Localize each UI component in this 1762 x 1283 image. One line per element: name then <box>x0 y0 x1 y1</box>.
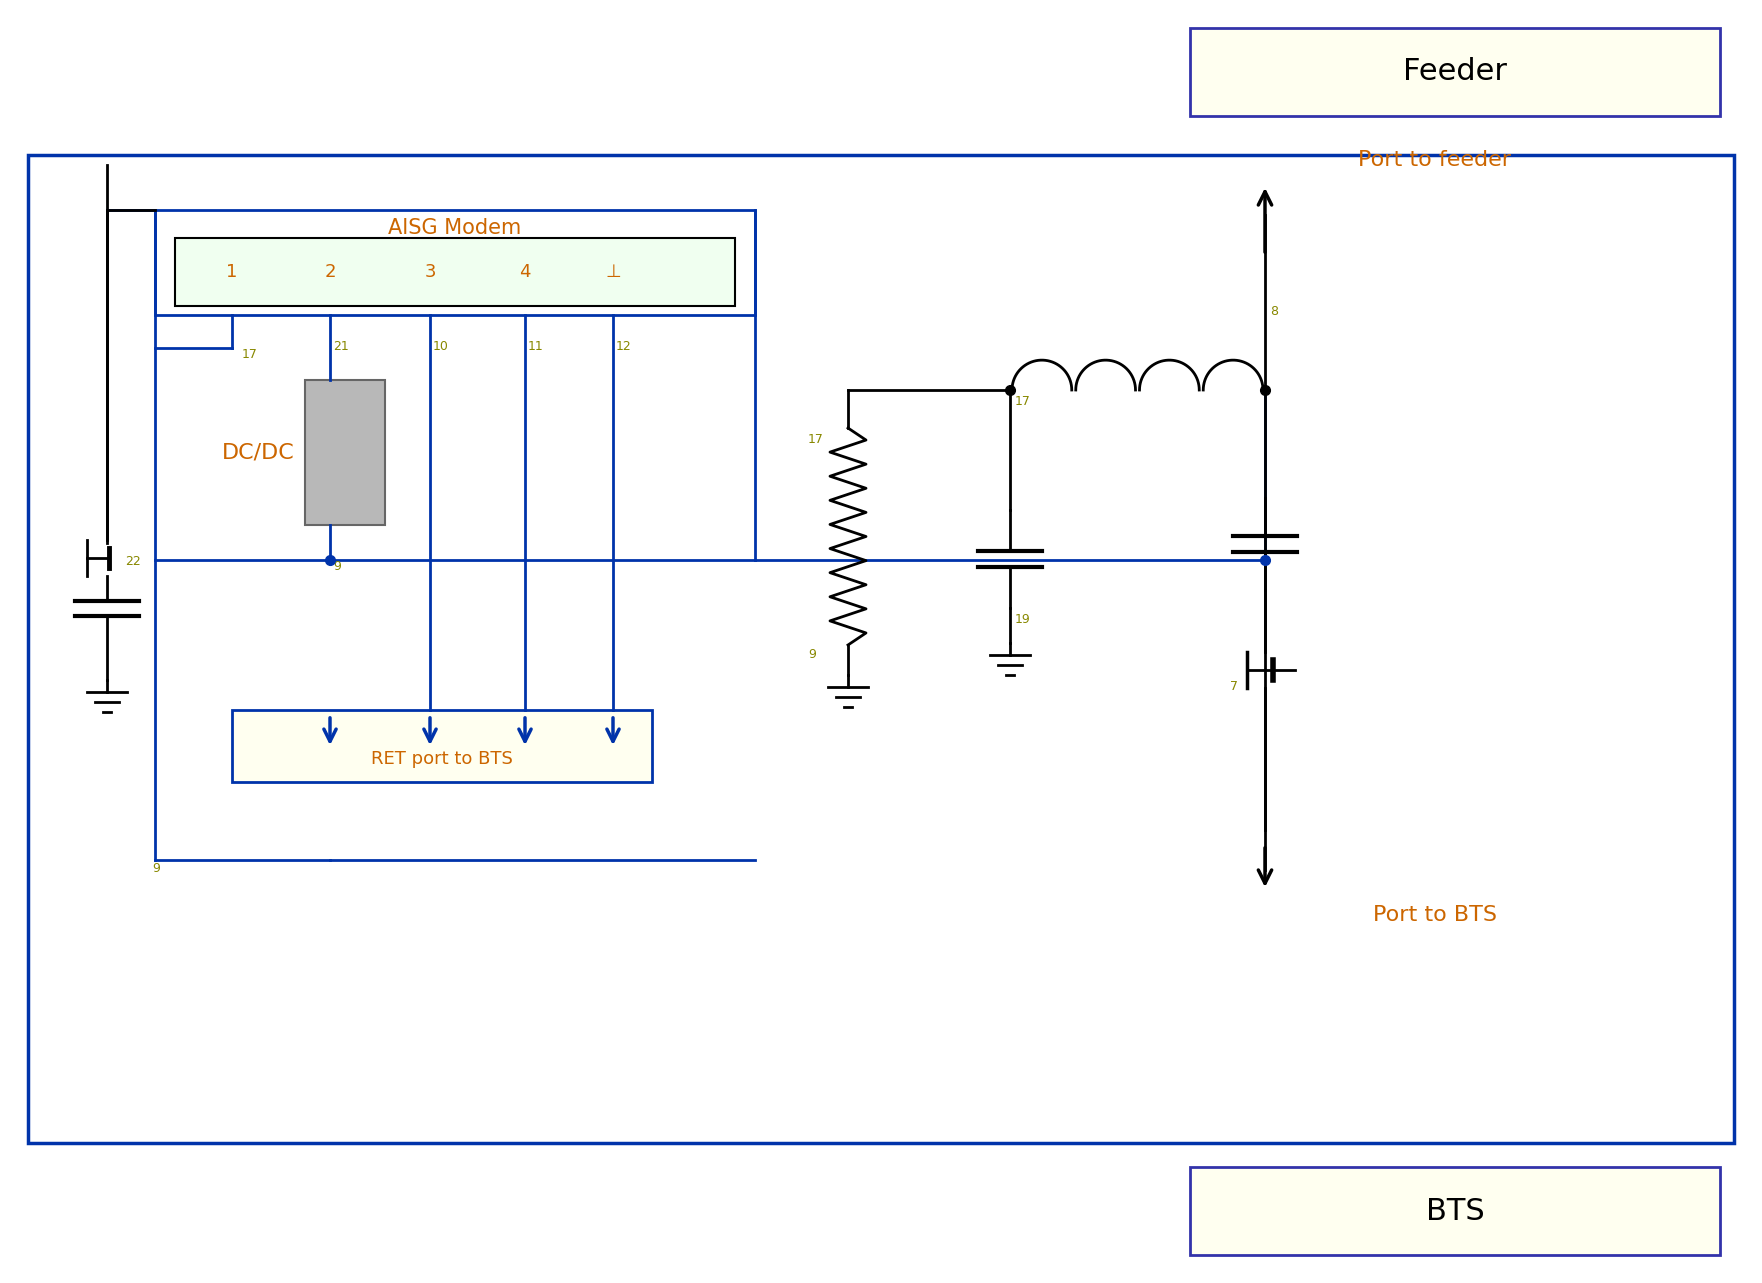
Text: 9: 9 <box>152 862 160 875</box>
Text: 12: 12 <box>617 340 633 353</box>
Bar <box>155 210 754 316</box>
Text: 1: 1 <box>226 263 238 281</box>
Text: 9: 9 <box>809 648 816 661</box>
Bar <box>174 239 735 307</box>
Bar <box>233 709 652 783</box>
Text: DC/DC: DC/DC <box>222 443 294 462</box>
Text: 2: 2 <box>324 263 337 281</box>
Text: 22: 22 <box>125 556 141 568</box>
Text: 17: 17 <box>241 348 257 361</box>
Text: 21: 21 <box>333 340 349 353</box>
Text: ⊥: ⊥ <box>604 263 620 281</box>
Text: 3: 3 <box>425 263 435 281</box>
Text: BTS: BTS <box>1425 1197 1484 1225</box>
Text: Port to BTS: Port to BTS <box>1373 905 1498 925</box>
Text: 11: 11 <box>529 340 544 353</box>
Bar <box>28 155 1734 1143</box>
Text: AISG Modem: AISG Modem <box>388 218 522 239</box>
Text: RET port to BTS: RET port to BTS <box>372 751 513 769</box>
Text: 9: 9 <box>333 559 340 574</box>
Text: 19: 19 <box>1015 613 1031 626</box>
Text: 17: 17 <box>809 432 825 446</box>
Text: Port to feeder: Port to feeder <box>1359 150 1512 171</box>
Text: 8: 8 <box>1270 305 1277 318</box>
Bar <box>305 380 386 525</box>
Text: 17: 17 <box>1015 395 1031 408</box>
Text: 4: 4 <box>520 263 530 281</box>
Text: 10: 10 <box>433 340 449 353</box>
Text: Feeder: Feeder <box>1403 58 1507 86</box>
Bar <box>1189 1168 1720 1255</box>
Text: 7: 7 <box>1230 680 1239 693</box>
Bar <box>1189 28 1720 115</box>
